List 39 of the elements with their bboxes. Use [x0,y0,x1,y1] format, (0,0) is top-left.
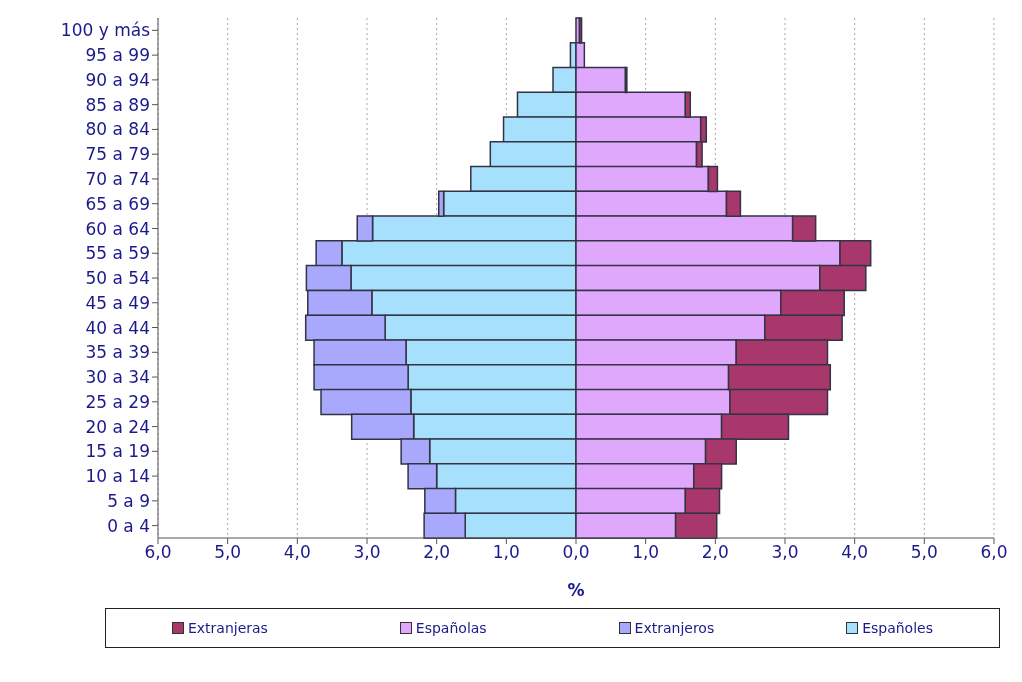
y-tick-label: 90 a 94 [85,69,150,90]
x-tick-label: 6,0 [980,542,1008,563]
y-tick-label: 20 a 24 [85,416,150,437]
y-tick-label: 55 a 59 [85,243,150,264]
legend-label: Españoles [862,620,933,636]
y-tick-label: 85 a 89 [85,94,150,115]
y-tick-label: 100 y más [60,20,151,41]
x-tick-label: 5,0 [910,542,938,563]
x-tick-label: 3,0 [353,542,381,563]
x-axis-title: % [567,580,585,600]
y-tick-label: 50 a 54 [85,268,150,289]
legend-label: Extranjeros [634,620,715,636]
y-tick-label: 0 a 4 [107,515,150,536]
legend-label: Extranjeras [187,620,268,636]
x-tick-label: 6,0 [144,542,172,563]
y-tick-label: 45 a 49 [85,292,150,313]
x-tick-label: 1,0 [492,542,520,563]
x-tick-label: 0,0 [562,542,590,563]
x-tick-label: 2,0 [423,542,451,563]
y-tick-label: 95 a 99 [85,45,150,66]
legend-label: Españolas [415,620,487,636]
y-tick-label: 75 a 79 [85,144,150,165]
x-tick-label: 4,0 [283,542,311,563]
x-tick-label: 3,0 [771,542,799,563]
x-tick-label: 2,0 [701,542,729,563]
y-tick-label: 70 a 74 [85,168,150,189]
y-tick-label: 15 a 19 [85,441,150,462]
x-tick-label: 5,0 [214,542,242,563]
y-tick-label: 10 a 14 [85,466,150,487]
y-tick-label: 80 a 84 [85,119,150,140]
x-tick-label: 1,0 [632,542,660,563]
y-tick-label: 30 a 34 [85,367,150,388]
x-tick-label: 4,0 [841,542,869,563]
y-tick-label: 65 a 69 [85,193,150,214]
y-tick-label: 40 a 44 [85,317,150,338]
y-tick-label: 35 a 39 [85,342,150,363]
y-tick-label: 5 a 9 [107,490,150,511]
y-tick-label: 60 a 64 [85,218,150,239]
y-tick-label: 25 a 29 [85,391,150,412]
